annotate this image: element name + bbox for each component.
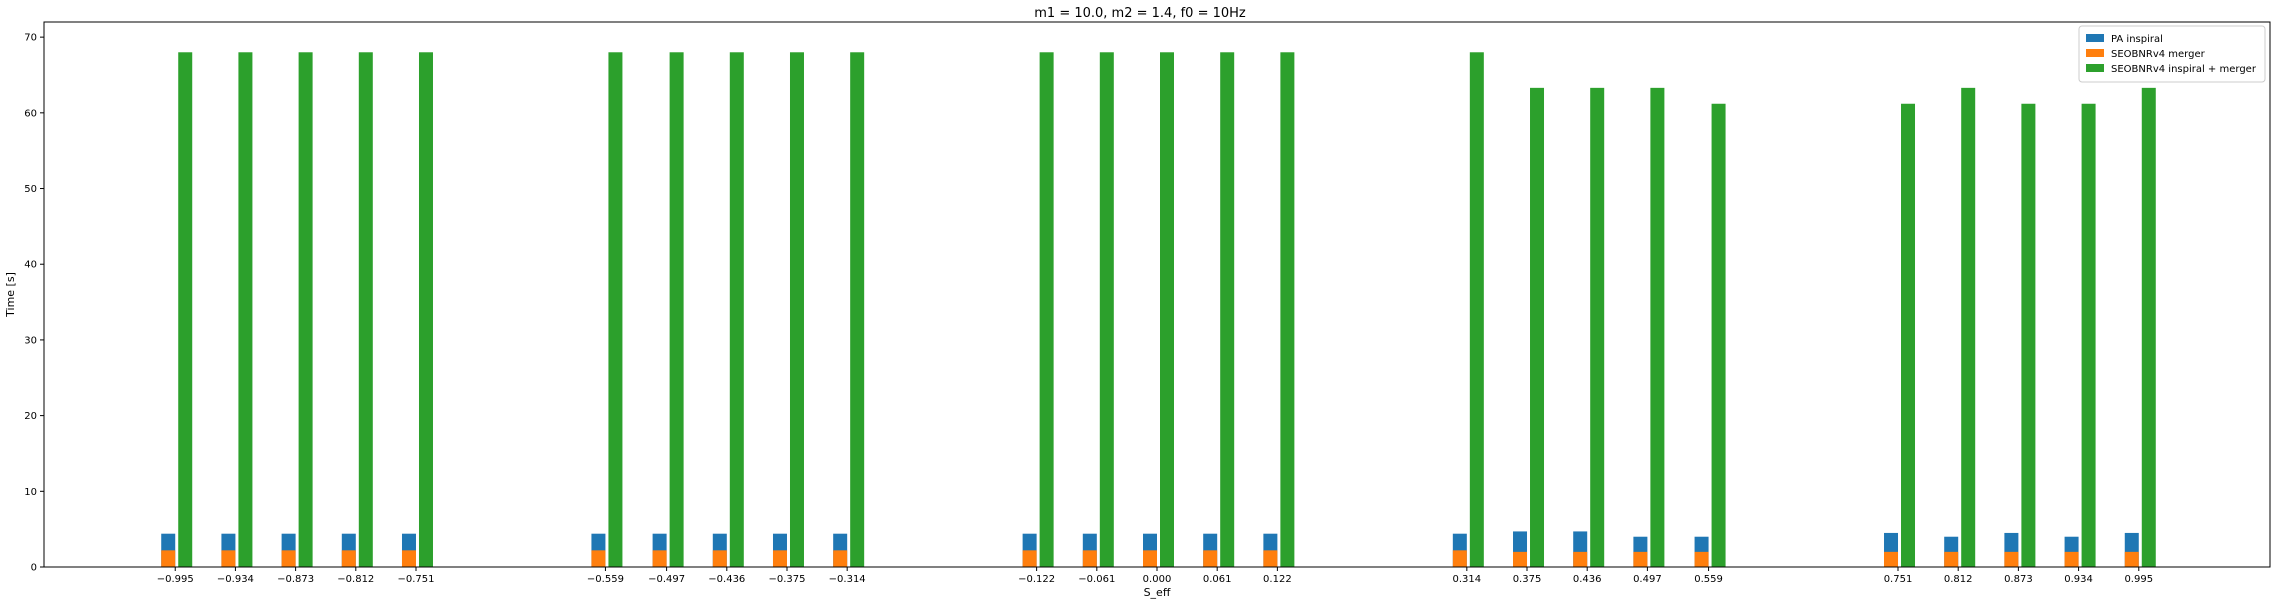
bar-seobnrv4-merger [591, 550, 606, 567]
y-tick-label: 70 [24, 33, 37, 44]
x-tick-label: −0.122 [1018, 574, 1055, 585]
x-tick-label: −0.995 [157, 574, 194, 585]
bar-seobnrv4-inspiral-merger [418, 52, 433, 568]
y-tick-label: 40 [24, 260, 37, 271]
x-tick-label: −0.314 [829, 574, 866, 585]
bar-seobnrv4-inspiral-merger [1099, 52, 1114, 568]
legend-label: PA inspiral [2111, 34, 2163, 45]
x-tick-label: 0.812 [1944, 574, 1973, 585]
bar-seobnrv4-merger [1884, 551, 1899, 567]
x-tick-label: 0.061 [1203, 574, 1232, 585]
bar-seobnrv4-inspiral-merger [1961, 87, 1976, 568]
bar-seobnrv4-inspiral-merger [1711, 103, 1726, 567]
legend-box [2078, 25, 2266, 83]
x-axis-ticks: −0.995 −0.934 −0.873 −0.812 −0.751 −0.559 −0.4… [157, 567, 2153, 585]
bar-seobnrv4-inspiral-merger [729, 52, 744, 568]
y-tick-label: 0 [31, 563, 37, 574]
x-tick-label: 0.122 [1263, 574, 1292, 585]
x-tick-label: 0.995 [2124, 574, 2153, 585]
plot-area-frame [43, 21, 2271, 568]
bar-seobnrv4-merger [281, 550, 296, 567]
legend-label: SEOBNRv4 merger [2111, 49, 2206, 60]
bar-seobnrv4-merger [221, 550, 236, 567]
legend-swatch [2086, 34, 2104, 42]
x-tick-label: 0.497 [1633, 574, 1662, 585]
bar-seobnrv4-inspiral-merger [238, 52, 253, 568]
bar-seobnrv4-inspiral-merger [1530, 87, 1545, 568]
bar-seobnrv4-inspiral-merger [2021, 103, 2036, 567]
bars-layer [161, 52, 2156, 568]
bar-seobnrv4-inspiral-merger [1901, 103, 1916, 567]
legend-label: SEOBNRv4 inspiral + merger [2111, 64, 2257, 75]
y-tick-label: 30 [24, 335, 37, 346]
bar-seobnrv4-merger [2004, 551, 2019, 567]
bar-seobnrv4-inspiral-merger [850, 52, 865, 568]
x-tick-label: −0.751 [397, 574, 434, 585]
bar-seobnrv4-inspiral-merger [789, 52, 804, 568]
bar-seobnrv4-merger [401, 550, 416, 567]
bar-seobnrv4-merger [1082, 550, 1097, 567]
x-tick-label: 0.873 [2004, 574, 2033, 585]
bar-seobnrv4-merger [1513, 551, 1528, 567]
x-tick-label: 0.751 [1884, 574, 1913, 585]
bar-seobnrv4-inspiral-merger [1590, 87, 1605, 568]
bar-seobnrv4-merger [712, 550, 727, 567]
x-tick-label: 0.436 [1573, 574, 1602, 585]
y-tick-label: 60 [24, 108, 37, 119]
bar-seobnrv4-merger [2064, 551, 2079, 567]
x-tick-label: −0.375 [768, 574, 805, 585]
bar-seobnrv4-inspiral-merger [608, 52, 623, 568]
bar-seobnrv4-inspiral-merger [1039, 52, 1054, 568]
bar-seobnrv4-merger [652, 550, 667, 567]
bar-seobnrv4-merger [1944, 551, 1959, 567]
bar-seobnrv4-inspiral-merger [298, 52, 313, 568]
y-axis-ticks: 0 10 20 30 40 50 60 70 [24, 33, 44, 574]
x-tick-label: −0.497 [648, 574, 685, 585]
bar-seobnrv4-merger [1143, 550, 1157, 567]
x-tick-label: 0.000 [1143, 574, 1172, 585]
bar-seobnrv4-inspiral-merger [1469, 52, 1484, 568]
x-tick-label: −0.934 [217, 574, 254, 585]
legend-swatch [2086, 49, 2104, 57]
bar-seobnrv4-inspiral-merger [1650, 87, 1665, 568]
x-tick-label: 0.375 [1513, 574, 1542, 585]
y-tick-label: 50 [24, 184, 37, 195]
bar-seobnrv4-merger [1452, 550, 1467, 567]
x-tick-label: −0.559 [587, 574, 624, 585]
bar-seobnrv4-merger [772, 550, 787, 567]
chart-title: m1 = 10.0, m2 = 1.4, f0 = 10Hz [1034, 6, 1246, 21]
x-axis-label: S_eff [1144, 586, 1171, 599]
x-tick-label: −0.061 [1078, 574, 1115, 585]
x-tick-label: 0.314 [1453, 574, 1482, 585]
y-tick-label: 10 [24, 487, 37, 498]
x-tick-label: −0.812 [337, 574, 374, 585]
bar-seobnrv4-merger [833, 550, 848, 567]
x-tick-label: 0.559 [1694, 574, 1723, 585]
bar-seobnrv4-merger [1263, 550, 1278, 567]
bar-seobnrv4-merger [1694, 551, 1709, 567]
x-tick-label: −0.873 [277, 574, 314, 585]
bar-seobnrv4-merger [2124, 551, 2139, 567]
legend: PA inspiral SEOBNRv4 merger SEOBNRv4 inspi… [2078, 25, 2266, 83]
bar-seobnrv4-merger [1022, 550, 1037, 567]
bar-seobnrv4-merger [1203, 550, 1218, 567]
bar-seobnrv4-inspiral-merger [178, 52, 193, 568]
bar-seobnrv4-inspiral-merger [2081, 103, 2096, 567]
x-tick-label: 0.934 [2064, 574, 2093, 585]
bar-seobnrv4-merger [341, 550, 356, 567]
bar-seobnrv4-merger [1573, 551, 1588, 567]
bar-seobnrv4-inspiral-merger [1220, 52, 1235, 568]
bar-seobnrv4-merger [1633, 551, 1648, 567]
bar-seobnrv4-inspiral-merger [1160, 52, 1174, 568]
bar-seobnrv4-inspiral-merger [669, 52, 684, 568]
bar-seobnrv4-inspiral-merger [358, 52, 373, 568]
bar-seobnrv4-inspiral-merger [1280, 52, 1295, 568]
bar-seobnrv4-inspiral-merger [2141, 87, 2156, 568]
bar-seobnrv4-merger [161, 550, 176, 567]
y-tick-label: 20 [24, 411, 37, 422]
legend-swatch [2086, 64, 2104, 72]
x-tick-label: −0.436 [708, 574, 745, 585]
y-axis-label: Time [s] [4, 272, 17, 318]
